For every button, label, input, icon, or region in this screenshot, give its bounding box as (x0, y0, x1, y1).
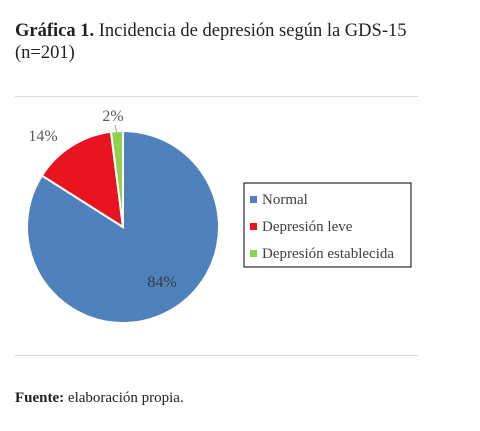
figure-title: Gráfica 1. Incidencia de depresión según… (15, 20, 455, 64)
source-label: Fuente: (15, 390, 65, 406)
legend-box (243, 182, 412, 268)
data-label-1: 84% (147, 274, 176, 291)
legend-swatch-1 (250, 196, 257, 203)
legend-swatch-2 (250, 223, 257, 230)
figure-title-text: Incidencia de depresión según la GDS-15 … (15, 21, 407, 63)
leader-line-3 (114, 124, 118, 134)
data-label-2: 14% (28, 128, 57, 145)
legend-label-2: Depresión leve (262, 219, 353, 235)
data-label-3: 2% (102, 108, 123, 125)
bottom-divider (15, 355, 418, 356)
pie-slice-2 (40, 130, 125, 229)
figure-label: Gráfica 1. (15, 21, 95, 41)
source-text: elaboración propia. (67, 390, 184, 406)
legend-label-3: Depresión establecida (262, 246, 394, 262)
legend-swatch-3 (250, 250, 257, 257)
top-divider (15, 96, 418, 97)
legend-label-1: Normal (262, 192, 308, 208)
source-note: Fuente: elaboración propia. (15, 390, 184, 407)
